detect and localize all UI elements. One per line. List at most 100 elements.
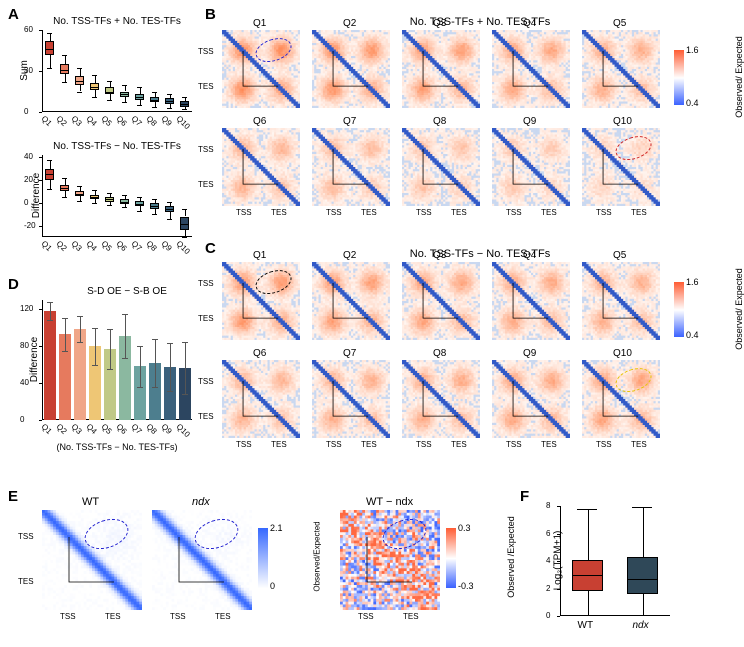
median	[572, 575, 602, 576]
heatmap	[312, 360, 390, 438]
colorbar	[674, 282, 684, 337]
xtick-tes: TES	[451, 440, 467, 449]
q-label: Q10	[613, 116, 632, 127]
median	[180, 224, 189, 225]
errorbar	[170, 343, 171, 391]
ytick: TSS	[18, 532, 34, 541]
errcap	[122, 358, 128, 359]
errorbar	[125, 314, 126, 358]
whisker	[65, 178, 66, 185]
whisker	[110, 81, 111, 88]
median	[90, 87, 99, 88]
xtick: Q4	[84, 114, 98, 128]
xtick: Q2	[54, 114, 68, 128]
whisker	[95, 90, 96, 97]
xtick-tes: TES	[271, 440, 287, 449]
errcap	[92, 365, 98, 366]
errorbar	[65, 318, 66, 351]
ytick: -20	[24, 221, 36, 230]
xtick: Q10	[174, 239, 191, 256]
cap	[62, 82, 68, 83]
box	[45, 41, 54, 55]
ytick: 40	[20, 378, 29, 387]
xtick: Q7	[129, 422, 143, 436]
ytick-mark	[557, 534, 560, 535]
cap	[137, 211, 143, 212]
cbar-label: Observed /Expected	[506, 516, 516, 598]
q-label: Q2	[343, 18, 356, 29]
q-label: Q6	[253, 116, 266, 127]
errcap	[182, 342, 188, 343]
ytick-mark	[39, 346, 42, 347]
errcap	[77, 316, 83, 317]
colorbar	[446, 528, 456, 588]
heatmap	[492, 360, 570, 438]
ytick-mark	[39, 383, 42, 384]
whisker	[80, 68, 81, 76]
xtick-tes: TES	[451, 208, 467, 217]
q-label: Q7	[343, 348, 356, 359]
q-label: Q8	[433, 116, 446, 127]
xtick: Q3	[69, 114, 83, 128]
xtick: TSS	[170, 612, 186, 621]
ytick-mark	[557, 506, 560, 507]
cbar-max: 1.6	[686, 277, 699, 287]
errcap	[137, 387, 143, 388]
ytick: 0	[24, 107, 28, 116]
cap	[62, 197, 68, 198]
whisker	[185, 209, 186, 217]
whisker	[125, 85, 126, 92]
errcap	[137, 346, 143, 347]
xtick: WT	[578, 620, 594, 631]
cap	[152, 107, 158, 108]
xtick-tss: TSS	[326, 440, 342, 449]
ytick: 8	[546, 501, 550, 510]
xtick: Q10	[174, 114, 191, 131]
cap	[107, 100, 113, 101]
heatmap	[492, 30, 570, 108]
cbar-label: Observed/Expected	[313, 521, 322, 591]
xtick: Q8	[144, 422, 158, 436]
cap	[47, 160, 53, 161]
ytick: 0	[24, 198, 28, 207]
xtick-tes: TES	[541, 208, 557, 217]
ytick: TES	[18, 577, 34, 586]
errcap	[152, 387, 158, 388]
whisker	[50, 160, 51, 169]
cap	[122, 85, 128, 86]
panel-e-label: E	[8, 488, 18, 505]
q-label: Q1	[253, 250, 266, 261]
panel-e-ndx: ndx	[192, 496, 210, 508]
median	[105, 92, 114, 93]
cap	[77, 68, 83, 69]
cbar-max: 1.6	[686, 45, 699, 55]
panel-d-ylabel: Difference	[29, 337, 40, 382]
whisker	[643, 594, 644, 615]
whisker	[185, 230, 186, 237]
panel-e-diff-title: WT − ndx	[366, 496, 413, 508]
heatmap	[222, 128, 300, 206]
panel-d-xlabel: (No. TSS-TFs − No. TES-TFs)	[32, 442, 202, 452]
q-label: Q3	[433, 18, 446, 29]
heatmap	[492, 262, 570, 340]
heatmap	[402, 30, 480, 108]
median	[135, 204, 144, 205]
ytick-mark	[557, 589, 560, 590]
xtick: Q4	[84, 422, 98, 436]
cbar-label: Observed/ Expected	[734, 268, 744, 350]
q-label: Q8	[433, 348, 446, 359]
panel-f-label: F	[520, 488, 529, 505]
xtick-tss: TSS	[326, 208, 342, 217]
xtick-tss: TSS	[596, 440, 612, 449]
q-label: Q9	[523, 116, 536, 127]
ytick-mark	[39, 180, 42, 181]
ytick-mark	[39, 157, 42, 158]
bar	[44, 311, 56, 420]
errcap	[47, 302, 53, 303]
cbar-label: Observed/ Expected	[734, 36, 744, 118]
cap	[137, 105, 143, 106]
xtick-tes: TES	[631, 440, 647, 449]
median	[165, 101, 174, 102]
cap	[107, 81, 113, 82]
heatmap	[582, 30, 660, 108]
